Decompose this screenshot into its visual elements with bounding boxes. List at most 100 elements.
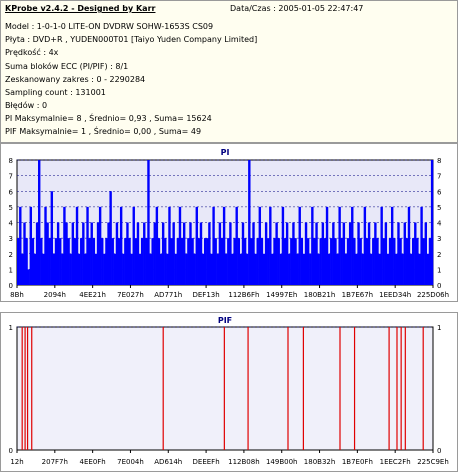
- pi-bar: [399, 238, 402, 285]
- pi-bar: [376, 238, 379, 285]
- pi-bar: [153, 222, 156, 285]
- pi-bar: [393, 238, 396, 285]
- pi-bar: [149, 253, 152, 285]
- x-tick-label: 149B00h: [266, 458, 298, 466]
- pi-bar: [367, 222, 371, 285]
- y-tick-label-right: 6: [437, 188, 442, 196]
- pi-bar: [191, 238, 194, 285]
- pi-bar: [361, 253, 364, 285]
- y-tick-label-left: 5: [9, 204, 13, 212]
- pi-bar: [161, 222, 165, 285]
- pi-bar: [227, 238, 230, 285]
- pi-bar: [334, 238, 337, 285]
- pi-bar: [130, 253, 133, 285]
- pi-bar: [262, 253, 266, 285]
- pi-bar: [38, 160, 41, 285]
- pi-bar: [80, 238, 83, 285]
- pi-bar: [225, 253, 228, 285]
- x-tick-label: 4EE0Fh: [80, 458, 106, 466]
- pi-bar: [96, 222, 100, 285]
- pi-bar: [88, 238, 91, 285]
- pif-bar: [400, 327, 402, 450]
- pi-bar: [315, 222, 318, 285]
- pi-bar: [414, 222, 417, 285]
- x-tick-label: 14997Eh: [266, 291, 297, 299]
- pi-bar: [145, 238, 148, 285]
- pi-bar: [353, 238, 356, 285]
- y-tick-label-left: 4: [9, 220, 14, 228]
- pi-bar: [185, 253, 188, 285]
- pi-bar: [109, 191, 112, 285]
- pif-bar: [422, 327, 424, 450]
- pi-bar: [119, 206, 123, 285]
- pi-bar: [40, 238, 43, 285]
- pi-bar: [279, 253, 283, 285]
- pi-bar: [275, 222, 278, 285]
- info-pi-stats: PI Maksymalnie= 8 , Średnio= 0,93 , Suma…: [5, 114, 212, 123]
- pi-bar: [288, 253, 291, 285]
- pi-bar: [369, 253, 373, 285]
- pi-bar: [311, 206, 314, 285]
- pi-chart-panel: PI 0 0 1 1 2 2 3 3 4 4 5 5 6 6 7 7 8 8 8Bh 2094h 4EE21h 7E027h…: [0, 143, 458, 302]
- pi-bar: [283, 238, 287, 285]
- pi-bar: [48, 238, 51, 285]
- x-tick-label: 7E027h: [117, 291, 144, 299]
- pi-bar: [388, 238, 392, 285]
- pi-bar: [267, 238, 270, 285]
- x-tick-label: 207F7h: [42, 458, 68, 466]
- pi-bar: [35, 222, 39, 285]
- pi-bar: [351, 206, 354, 285]
- pi-bar: [27, 269, 30, 285]
- pi-bar: [84, 253, 87, 285]
- pi-bar: [420, 206, 423, 285]
- plot-area: [16, 326, 434, 451]
- pi-bar: [395, 253, 398, 285]
- pi-bar: [348, 222, 352, 285]
- pi-bar: [69, 253, 72, 285]
- pi-bar: [418, 253, 421, 285]
- pi-bar: [428, 238, 432, 285]
- pif-chart-panel: PIF 0 0 1 1 12h 207F7h 4EE0Fh 7E004h AD614h DEEEFh…: [0, 312, 458, 472]
- pi-bar: [197, 238, 201, 285]
- pi-bar: [17, 238, 20, 285]
- chart-title: PI: [221, 148, 230, 157]
- pi-bar: [19, 206, 22, 285]
- pi-bar: [231, 253, 234, 285]
- pi-bar: [332, 222, 335, 285]
- pi-bar: [21, 253, 24, 285]
- pif-bar: [302, 327, 304, 450]
- pi-bar: [44, 206, 47, 285]
- pi-bar: [254, 253, 257, 285]
- pif-bar: [247, 327, 249, 450]
- pi-bar: [132, 206, 135, 285]
- pi-bar: [243, 238, 247, 285]
- pif-bar: [26, 327, 29, 450]
- x-tick-label: DEEEFh: [193, 458, 220, 466]
- pi-bar: [33, 253, 37, 285]
- pif-bar: [162, 327, 164, 450]
- pif-bar: [31, 327, 33, 450]
- pi-bar: [90, 222, 93, 285]
- pi-bar: [424, 222, 427, 285]
- pi-bar: [313, 238, 316, 285]
- pi-bar: [101, 238, 104, 285]
- pi-bar: [250, 238, 253, 285]
- y-tick-label-right: 0: [437, 282, 441, 290]
- scan-date: Data/Czas : 2005-01-05 22:47:47: [230, 4, 364, 13]
- x-tick-label: 112B6Fh: [228, 291, 259, 299]
- pi-bar: [321, 222, 325, 285]
- pi-bar: [187, 238, 190, 285]
- pi-bar: [430, 160, 434, 285]
- info-disc: Płyta : DVD+R , YUDEN000T01 [Taiyo Yuden…: [5, 35, 258, 44]
- pi-bar: [233, 238, 236, 285]
- pi-bar: [416, 238, 419, 285]
- pi-bar: [82, 222, 85, 285]
- pi-bar: [31, 238, 35, 285]
- pi-bar: [216, 253, 219, 285]
- x-tick-label: 1EEC2Fh: [380, 458, 411, 466]
- info-range: Zeskanowany zakres : 0 - 2290284: [5, 75, 146, 84]
- pi-bar: [128, 238, 131, 285]
- pi-bar: [122, 253, 125, 285]
- pi-bar: [290, 238, 293, 285]
- pi-bar: [92, 238, 96, 285]
